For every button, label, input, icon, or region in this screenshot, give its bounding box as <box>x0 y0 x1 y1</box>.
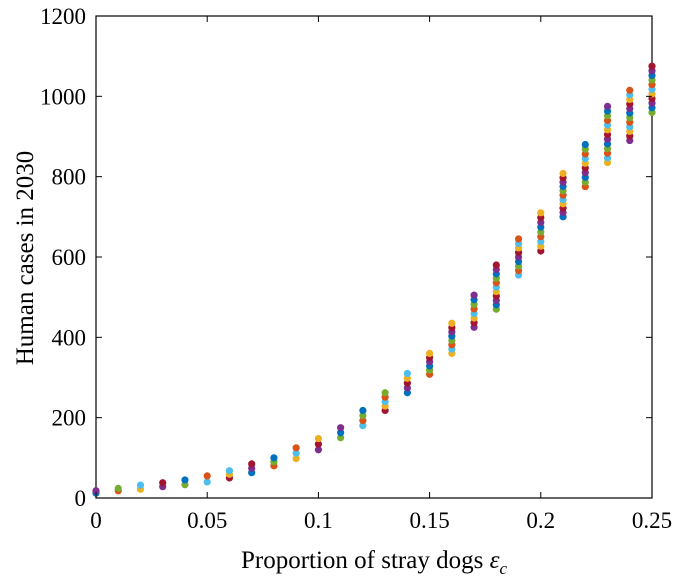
data-point <box>225 467 234 475</box>
y-tick-label: 800 <box>52 165 87 190</box>
x-tick-label: 0.25 <box>632 508 672 533</box>
data-point <box>203 478 211 486</box>
data-point <box>159 479 167 487</box>
y-tick-label: 1000 <box>40 84 86 109</box>
x-tick-label: 0.1 <box>304 508 333 533</box>
data-point <box>203 472 211 480</box>
data-point <box>92 487 100 495</box>
data-point <box>648 62 656 70</box>
y-tick-label: 200 <box>52 406 87 431</box>
x-tick-label: 0.2 <box>526 508 555 533</box>
data-point <box>359 406 367 415</box>
data-point <box>492 261 500 269</box>
data-point <box>359 411 367 420</box>
data-point <box>381 389 389 397</box>
data-point <box>337 434 345 442</box>
data-point <box>292 449 300 457</box>
data-point <box>314 434 322 443</box>
data-point <box>337 424 345 432</box>
data-point <box>581 140 589 149</box>
data-point <box>292 455 300 463</box>
x-tick-label: 0 <box>90 508 102 533</box>
data-point <box>448 319 456 327</box>
data-point <box>292 444 300 452</box>
y-tick-label: 600 <box>52 245 87 270</box>
data-point <box>181 476 189 484</box>
data-point <box>136 481 145 489</box>
x-axis-ticks: 0 0.05 0.1 0.15 0.2 0.25 <box>90 16 672 533</box>
data-point <box>470 291 478 299</box>
data-point <box>314 446 322 454</box>
data-points <box>92 62 656 497</box>
data-point <box>314 440 322 448</box>
x-tick-label: 0.05 <box>187 508 227 533</box>
y-tick-label: 1200 <box>40 4 86 29</box>
y-tick-label: 0 <box>75 486 87 511</box>
data-point <box>248 460 256 468</box>
data-point <box>114 484 122 492</box>
data-point <box>426 349 434 357</box>
data-point <box>537 209 545 217</box>
x-axis-label: Proportion of stray dogs εc <box>241 547 507 578</box>
y-tick-label: 400 <box>52 325 87 350</box>
data-point <box>270 454 278 462</box>
data-point <box>626 86 634 94</box>
y-axis-label: Human cases in 2030 <box>12 151 39 366</box>
data-point <box>514 235 523 243</box>
plot-area <box>95 15 653 499</box>
data-point <box>337 429 345 437</box>
data-point <box>359 422 367 430</box>
data-point <box>559 169 567 178</box>
data-point <box>603 102 612 110</box>
y-axis-ticks: 0 200 400 600 800 1000 1200 <box>40 4 652 511</box>
x-tick-label: 0.15 <box>409 508 449 533</box>
data-point <box>403 369 411 378</box>
data-point <box>359 417 367 425</box>
